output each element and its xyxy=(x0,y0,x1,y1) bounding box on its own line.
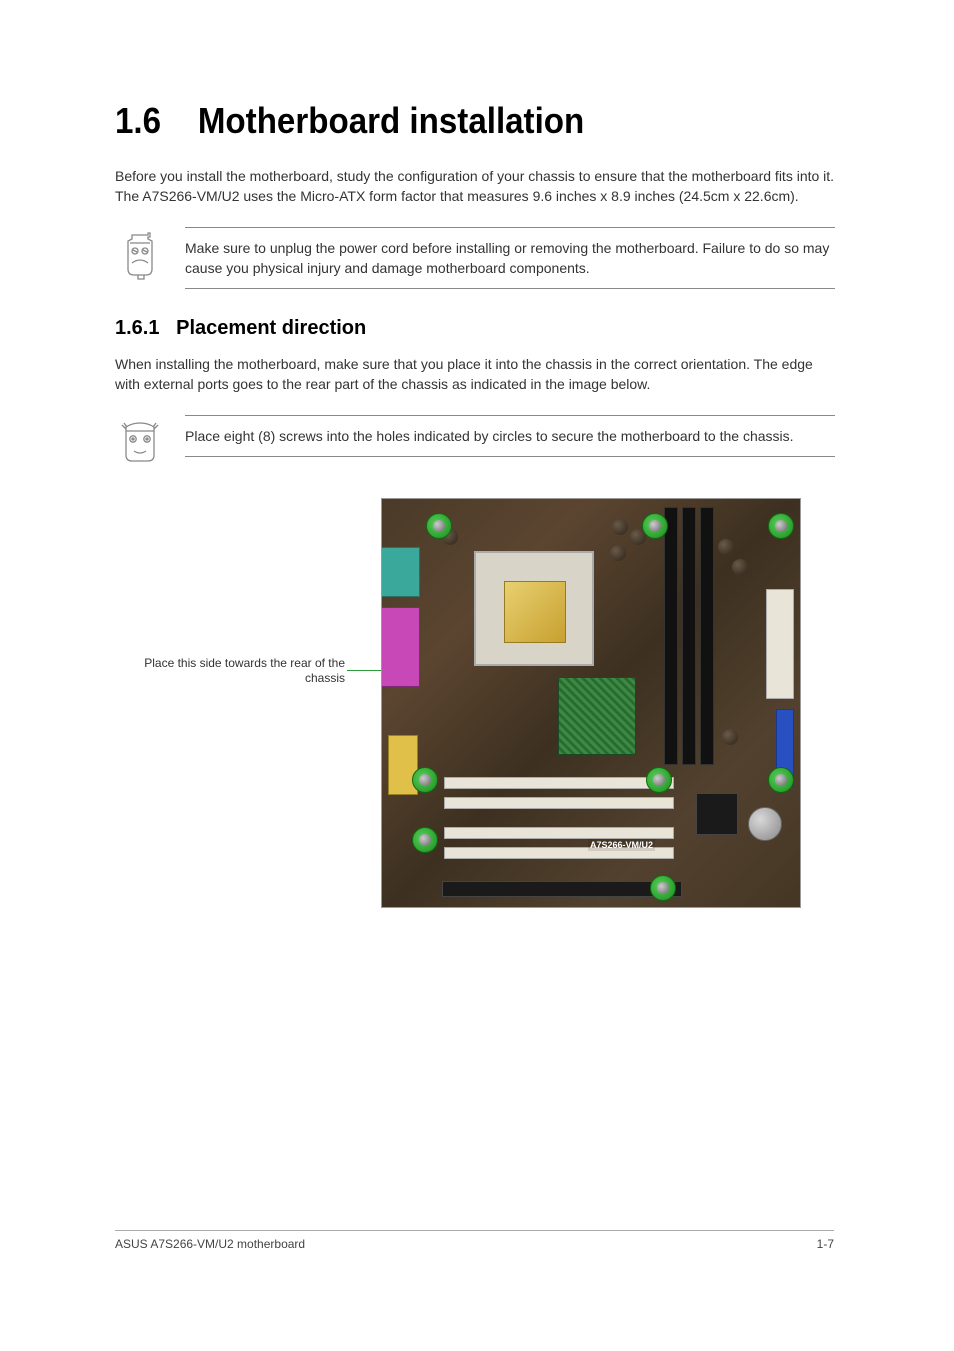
motherboard-figure: Place this side towards the rear of the … xyxy=(115,498,835,928)
screw-marker xyxy=(412,767,438,793)
caution-callout: Make sure to unplug the power cord befor… xyxy=(115,227,835,290)
footer-left: ASUS A7S266-VM/U2 motherboard xyxy=(115,1237,305,1251)
subheading-number: 1.6.1 xyxy=(115,317,159,339)
note-icon xyxy=(120,419,160,470)
screw-marker xyxy=(646,767,672,793)
screw-marker xyxy=(768,513,794,539)
motherboard-image: A7S266-VM/U2 xyxy=(381,498,801,908)
board-orientation-label: Place this side towards the rear of the … xyxy=(115,656,345,687)
caution-text: Make sure to unplug the power cord befor… xyxy=(185,227,835,290)
note-callout: Place eight (8) screws into the holes in… xyxy=(115,415,835,470)
caution-icon xyxy=(122,231,158,286)
section-heading: 1.6 Motherboard installation xyxy=(115,100,777,142)
screw-marker xyxy=(768,767,794,793)
subheading-title: Placement direction xyxy=(176,317,366,339)
footer-right: 1-7 xyxy=(817,1237,834,1251)
screw-marker xyxy=(412,827,438,853)
page-footer: ASUS A7S266-VM/U2 motherboard 1-7 xyxy=(115,1230,834,1251)
intro-paragraph: Before you install the motherboard, stud… xyxy=(115,166,835,207)
screw-marker xyxy=(426,513,452,539)
heading-number: 1.6 xyxy=(115,100,161,141)
placement-paragraph: When installing the motherboard, make su… xyxy=(115,354,835,395)
subsection-heading: 1.6.1 Placement direction xyxy=(115,317,835,340)
screw-marker xyxy=(642,513,668,539)
board-model-label: A7S266-VM/U2 xyxy=(588,839,655,851)
heading-title: Motherboard installation xyxy=(198,100,584,141)
note-text: Place eight (8) screws into the holes in… xyxy=(185,415,835,457)
screw-marker xyxy=(650,875,676,901)
